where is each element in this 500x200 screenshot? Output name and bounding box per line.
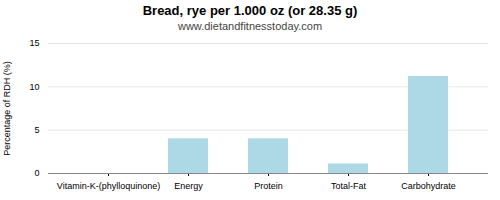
svg-text:15: 15: [29, 38, 39, 48]
svg-text:Total-Fat: Total-Fat: [331, 181, 367, 191]
html-text:Bread, rye per 1.000 oz (or 28: Bread, rye per 1.000 oz (or 28.35 g): [142, 3, 358, 18]
svg-text:5: 5: [34, 125, 39, 135]
svg-text:Protein: Protein: [254, 181, 283, 191]
svg-text:Carbohydrate: Carbohydrate: [401, 181, 456, 191]
svg-text:Vitamin-K-(phylloquinone): Vitamin-K-(phylloquinone): [57, 181, 160, 191]
svg-text:Energy: Energy: [174, 181, 203, 191]
svg-text:Percentage of RDH (%): Percentage of RDH (%): [2, 61, 12, 156]
svg-text:10: 10: [29, 82, 39, 92]
html-text:www.dietandfitnesstoday.com: www.dietandfitnesstoday.com: [178, 20, 322, 32]
svg-text:0: 0: [34, 168, 39, 178]
